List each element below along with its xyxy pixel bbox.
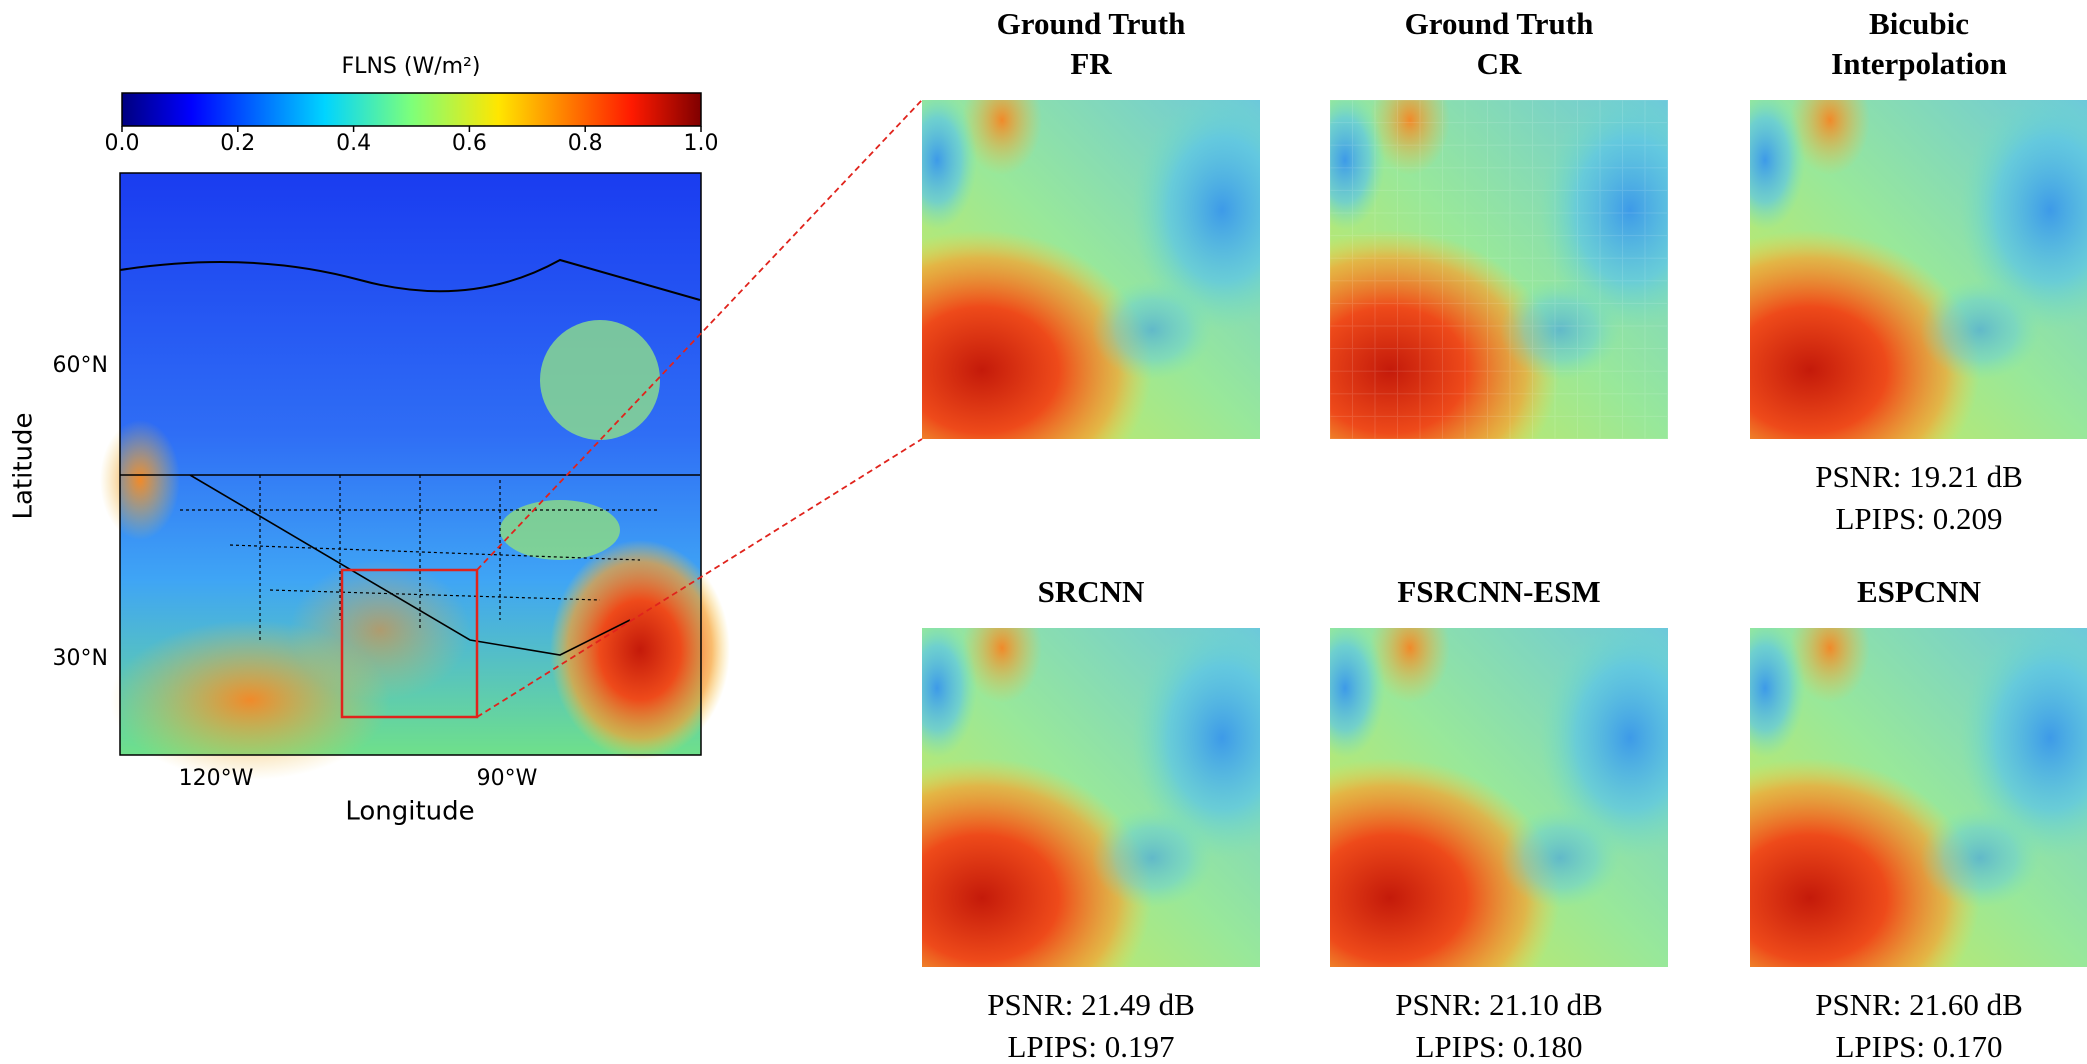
- zoom-line: [476, 99, 923, 571]
- panel-title: ESPCNN: [1857, 574, 1981, 609]
- y-axis-label: Latitude: [9, 412, 39, 519]
- panel-image: [1330, 628, 1668, 967]
- panel-title: Bicubic: [1869, 6, 1969, 41]
- panel-metric: PSNR: 21.49 dB: [987, 987, 1195, 1022]
- x-tick-label: 120°W: [179, 766, 254, 791]
- panel-title: Ground Truth: [1405, 6, 1594, 41]
- colorbar-ticks: 0.0 0.2 0.4 0.6 0.8 1.0: [105, 126, 719, 156]
- panel-image: [1750, 628, 2087, 967]
- tick-label: 0.8: [568, 131, 603, 156]
- panel-metric: PSNR: 21.60 dB: [1815, 987, 2023, 1022]
- colorbar: [121, 92, 702, 127]
- x-tick-label: 90°W: [477, 766, 538, 791]
- panel: Ground Truth CR: [1330, 6, 1668, 439]
- map: [100, 172, 730, 780]
- panel-metric: LPIPS: 0.180: [1415, 1029, 1582, 1064]
- panel-title: FR: [1070, 46, 1112, 81]
- panel: ESPCNN PSNR: 21.60 dB LPIPS: 0.170: [1750, 574, 2087, 1064]
- panel-title: Interpolation: [1831, 46, 2007, 81]
- panels: Ground Truth FR Ground Truth CR Bicubic Inter…: [922, 6, 2087, 1064]
- panel-metric: LPIPS: 0.170: [1835, 1029, 2002, 1064]
- y-tick-label: 30°N: [53, 646, 108, 671]
- panel: Ground Truth FR: [922, 6, 1260, 439]
- tick-label: 1.0: [684, 131, 719, 156]
- panel-title: Ground Truth: [997, 6, 1186, 41]
- pixel-grid: [1330, 100, 1668, 439]
- tick-label: 0.6: [452, 131, 487, 156]
- panel-metric: LPIPS: 0.209: [1835, 501, 2002, 536]
- panel: SRCNN PSNR: 21.49 dB LPIPS: 0.197: [922, 574, 1260, 1064]
- panel-field: [1330, 628, 1668, 967]
- zoom-line: [476, 438, 923, 718]
- panel-image: [922, 100, 1260, 439]
- panel-metric: LPIPS: 0.197: [1007, 1029, 1174, 1064]
- panel-image: [1330, 100, 1668, 439]
- panel-field: [1750, 100, 2087, 439]
- y-tick-label: 60°N: [53, 353, 108, 378]
- tick-label: 0.0: [105, 131, 140, 156]
- panel-image: [922, 628, 1260, 967]
- panel-title: SRCNN: [1038, 574, 1145, 609]
- panel-title: CR: [1477, 46, 1522, 81]
- panel-field: [1750, 628, 2087, 967]
- panel-title: FSRCNN-ESM: [1397, 574, 1600, 609]
- tick-label: 0.4: [336, 131, 371, 156]
- colorbar-label: FLNS (W/m²): [342, 54, 481, 79]
- panel: FSRCNN-ESM PSNR: 21.10 dB LPIPS: 0.180: [1330, 574, 1668, 1064]
- panel-field: [922, 628, 1260, 967]
- tick-label: 0.2: [220, 131, 255, 156]
- panel-metric: PSNR: 21.10 dB: [1395, 987, 1603, 1022]
- x-axis-label: Longitude: [345, 797, 474, 827]
- panel: Bicubic Interpolation PSNR: 19.21 dB LPIPS:…: [1750, 6, 2087, 536]
- panel-image: [1750, 100, 2087, 439]
- panel-metric: PSNR: 19.21 dB: [1815, 459, 2023, 494]
- panel-field: [922, 100, 1260, 439]
